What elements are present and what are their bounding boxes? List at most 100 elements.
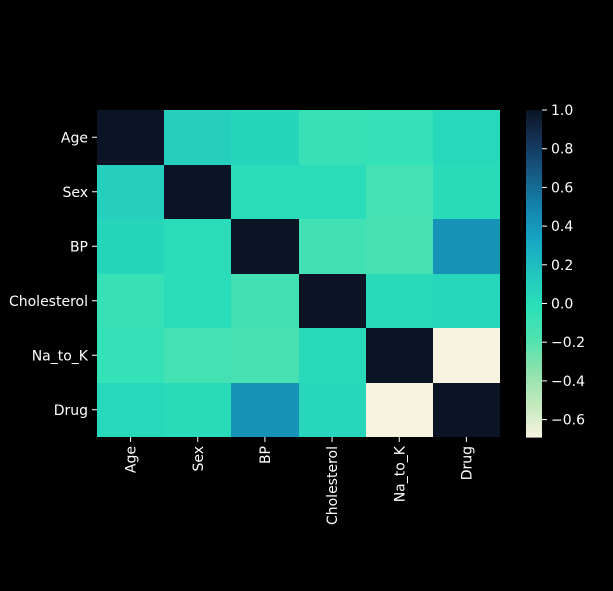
heatmap-cell-Cholesterol-Drug — [433, 274, 500, 328]
colorbar-segment — [526, 202, 542, 206]
colorbar-segment — [526, 409, 542, 414]
heatmap-cell-Cholesterol-Cholesterol — [299, 274, 366, 328]
heatmap-cell-BP-Na_to_K — [366, 219, 433, 274]
colorbar-segment — [526, 208, 542, 212]
colorbar-segment — [526, 287, 542, 291]
colorbar-segment — [526, 159, 542, 163]
colorbar-segment — [526, 382, 542, 386]
heatmap-cell-Na_to_K-Cholesterol — [299, 328, 366, 383]
colorbar-tick-label: −0.6 — [551, 413, 585, 429]
colorbar-segment — [526, 251, 542, 256]
colorbar-segment — [526, 153, 542, 157]
heatmap-cell-Cholesterol-Age — [97, 274, 164, 328]
colorbar-segment — [526, 137, 542, 141]
colorbar-segment — [526, 390, 542, 394]
colorbar-segment — [526, 298, 542, 302]
colorbar-segment — [526, 194, 542, 198]
colorbar-segment — [526, 221, 542, 226]
colorbar-segment — [526, 186, 542, 190]
colorbar-segment — [526, 183, 542, 187]
colorbar-tick-label: −0.4 — [551, 374, 585, 390]
heatmap-cell-Age-Age — [97, 110, 164, 165]
colorbar-segment — [526, 156, 542, 160]
y-axis: Age Sex BP Cholesterol Na_to_K Drug — [9, 130, 97, 419]
colorbar-segment — [526, 322, 542, 326]
heatmap-cell-Drug-Cholesterol — [299, 383, 366, 437]
colorbar-segment — [526, 374, 542, 378]
colorbar-segment — [526, 278, 542, 283]
heatmap-cell-Drug-Age — [97, 383, 164, 437]
colorbar-segment — [526, 276, 542, 280]
colorbar-segment — [526, 412, 542, 416]
heatmap-cell-Age-BP — [231, 110, 299, 165]
colorbar-segment — [526, 262, 542, 266]
heatmap-cell-Age-Drug — [433, 110, 500, 165]
heatmap-cell-Na_to_K-Na_to_K — [366, 328, 433, 383]
colorbar-segment — [526, 134, 542, 138]
colorbar-segment — [526, 352, 542, 356]
colorbar-segment — [526, 368, 542, 373]
colorbar-tick-label: 1.0 — [551, 103, 573, 119]
colorbar-segment — [526, 243, 542, 247]
heatmap-cell-Cholesterol-BP — [231, 274, 299, 328]
colorbar-segment — [526, 126, 542, 130]
colorbar-segment — [526, 205, 542, 209]
heatmap-cell-Sex-Age — [97, 165, 164, 219]
colorbar-segment — [526, 257, 542, 261]
colorbar-segment — [526, 401, 542, 405]
colorbar-segment — [526, 295, 542, 299]
colorbar-segment — [526, 197, 542, 201]
colorbar-tick-label: 0.6 — [551, 180, 573, 196]
colorbar-segment — [526, 178, 542, 182]
y-tick-label: Drug — [54, 403, 88, 419]
colorbar-segment — [526, 338, 542, 343]
heatmap-cell-BP-Sex — [164, 219, 231, 274]
colorbar-tick-label: 0.0 — [551, 296, 573, 312]
colorbar-segment — [526, 344, 542, 348]
colorbar-segment — [526, 377, 542, 381]
x-tick-label: Sex — [191, 446, 207, 472]
colorbar-segment — [526, 434, 542, 438]
colorbar-tick-label: 0.4 — [551, 219, 573, 235]
colorbar-segment — [526, 248, 542, 253]
colorbar-tick-label: −0.2 — [551, 335, 585, 351]
colorbar-segment — [526, 232, 542, 236]
colorbar-segment — [526, 417, 542, 422]
colorbar-segment — [526, 161, 542, 166]
colorbar-segment — [526, 145, 542, 149]
x-tick-label: Cholesterol — [325, 446, 341, 525]
colorbar-segment — [526, 235, 542, 239]
colorbar-segment — [526, 240, 542, 245]
colorbar-segment — [526, 404, 542, 408]
x-axis: Age Sex BP Cholesterol Na_to_K Drug — [124, 437, 475, 525]
colorbar-segment — [526, 238, 542, 242]
colorbar-segment — [526, 142, 542, 147]
heatmap-cell-BP-BP — [231, 219, 299, 274]
colorbar-segment — [526, 216, 542, 220]
colorbar-segment — [526, 284, 542, 288]
colorbar-segment — [526, 259, 542, 264]
colorbar-segment — [526, 308, 542, 313]
colorbar-segment — [526, 355, 542, 359]
heatmap-cell-BP-Age — [97, 219, 164, 274]
colorbar-segment — [526, 371, 542, 375]
colorbar-segment — [526, 169, 542, 174]
colorbar-segment — [526, 123, 542, 127]
y-tick-label: Cholesterol — [9, 294, 88, 310]
colorbar-segment — [526, 270, 542, 275]
colorbar-segment — [526, 110, 542, 114]
colorbar-segment — [526, 148, 542, 152]
colorbar-segment — [526, 325, 542, 329]
colorbar-segment — [526, 379, 542, 384]
colorbar-segment — [526, 431, 542, 435]
x-tick-label: Age — [124, 446, 140, 473]
colorbar-segment — [526, 396, 542, 400]
heatmap-cell-BP-Drug — [433, 219, 500, 274]
colorbar-segment — [526, 273, 542, 277]
colorbar-segment — [526, 341, 542, 345]
colorbar-segment — [526, 292, 542, 296]
heatmap-cell-Cholesterol-Na_to_K — [366, 274, 433, 328]
heatmap-cell-Sex-Na_to_K — [366, 165, 433, 219]
colorbar-segment — [526, 319, 542, 324]
